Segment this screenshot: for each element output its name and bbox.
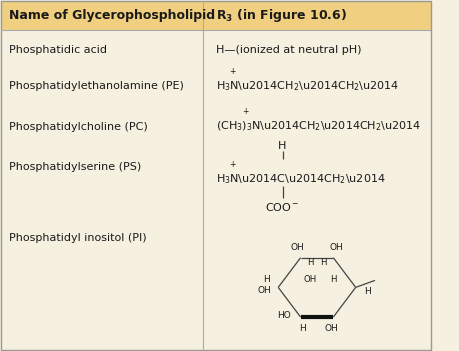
Text: H: H [320,258,327,267]
Text: +: + [242,107,248,116]
Text: Name of Glycerophospholipid: Name of Glycerophospholipid [9,9,215,22]
Text: +: + [229,159,235,168]
Text: OH: OH [330,243,344,252]
Text: HO: HO [277,311,291,320]
Text: H: H [299,324,306,333]
Text: H—(ionized at neutral pH): H—(ionized at neutral pH) [216,45,361,55]
Text: OH: OH [257,286,271,296]
Text: Phosphatidic acid: Phosphatidic acid [9,45,107,55]
Text: Phosphatidyl inositol (PI): Phosphatidyl inositol (PI) [9,233,147,244]
Text: Phosphatidylcholine (PC): Phosphatidylcholine (PC) [9,121,148,132]
Text: Phosphatidylethanolamine (PE): Phosphatidylethanolamine (PE) [9,81,184,91]
Text: H: H [307,258,313,267]
Text: OH: OH [290,243,304,252]
Text: OH: OH [324,324,338,333]
Bar [1,1,431,31]
Text: $\mathbf{R_3}$ (in Figure 10.6): $\mathbf{R_3}$ (in Figure 10.6) [216,7,347,24]
Text: H$_3$N\u2014CH$_2$\u2014CH$_2$\u2014: H$_3$N\u2014CH$_2$\u2014CH$_2$\u2014 [216,79,399,93]
Text: H: H [364,287,371,296]
Text: OH: OH [304,275,317,284]
Text: COO$^-$: COO$^-$ [265,201,300,213]
Text: H: H [263,275,269,284]
Text: +: + [229,67,235,76]
Text: H: H [278,141,287,151]
Text: H: H [330,275,336,284]
Text: H$_3$N\u2014C\u2014CH$_2$\u2014: H$_3$N\u2014C\u2014CH$_2$\u2014 [216,172,386,186]
Text: (CH$_3$)$_3$N\u2014CH$_2$\u2014CH$_2$\u2014: (CH$_3$)$_3$N\u2014CH$_2$\u2014CH$_2$\u2… [216,120,421,133]
Text: Phosphatidylserine (PS): Phosphatidylserine (PS) [9,162,141,172]
